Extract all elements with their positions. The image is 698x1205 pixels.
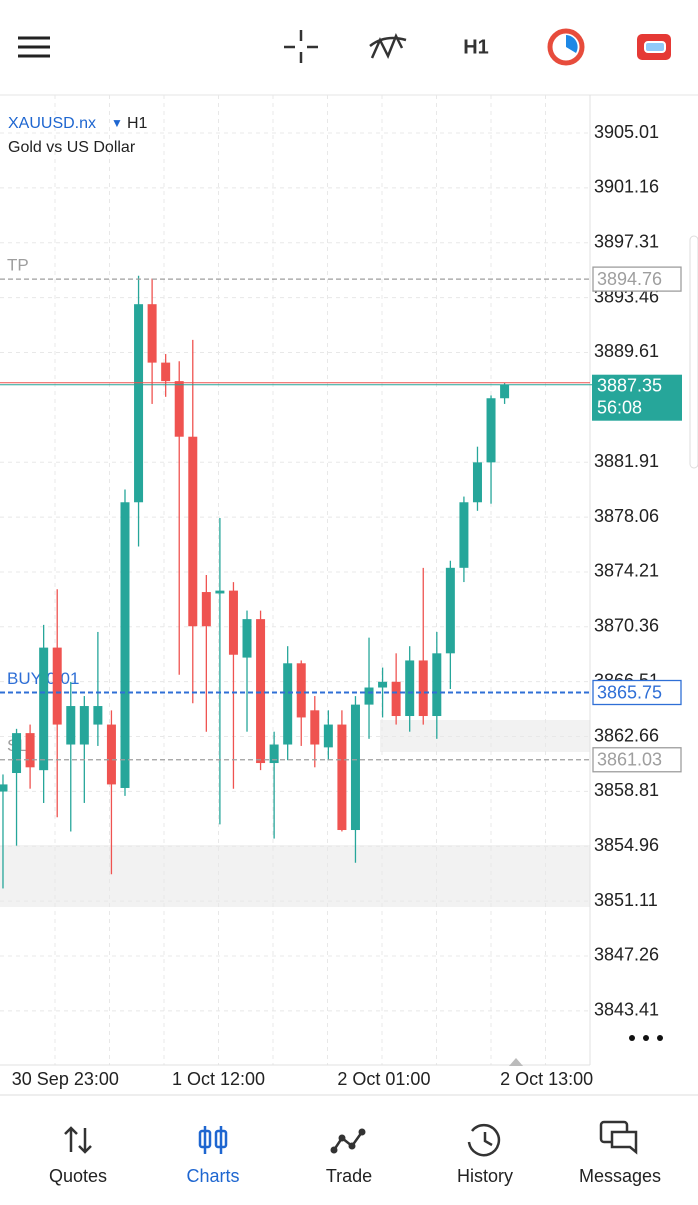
candle-body [310, 710, 320, 745]
y-tick-label: 3897.31 [594, 232, 659, 252]
candle-body [242, 619, 252, 658]
last-price-badge [592, 374, 682, 421]
bar-countdown: 56:08 [597, 397, 642, 417]
candle-body [120, 502, 130, 788]
candle-body [364, 687, 374, 705]
nav-trade[interactable]: Trade [326, 1128, 372, 1186]
scroll-marker [509, 1058, 523, 1066]
more-button[interactable] [629, 1035, 663, 1041]
y-tick-label: 3901.16 [594, 177, 659, 197]
y-tick-label: 3847.26 [594, 945, 659, 965]
candle-body [12, 733, 22, 774]
zone [0, 845, 590, 907]
x-tick-label: 2 Oct 01:00 [337, 1069, 430, 1089]
timeframe-button[interactable]: H1 [463, 36, 489, 58]
nav-label: Charts [186, 1166, 239, 1186]
last-price-value: 3887.35 [597, 375, 662, 395]
candle-body [188, 436, 198, 627]
chart[interactable]: 3905.013901.163897.313893.463889.613881.… [0, 95, 682, 1089]
x-tick-label: 30 Sep 23:00 [12, 1069, 119, 1089]
level-value: 3861.03 [597, 750, 662, 770]
candle-body [378, 681, 388, 688]
level-value: 3865.75 [597, 682, 662, 702]
indicators-button[interactable] [369, 32, 407, 60]
nav-charts[interactable]: Charts [186, 1126, 240, 1186]
candle-body [228, 590, 238, 655]
level-label: TP [7, 256, 29, 275]
candle-body [459, 502, 469, 568]
y-tick-label: 3858.81 [594, 780, 659, 800]
y-tick-label: 3874.21 [594, 561, 659, 581]
y-tick-label: 3851.11 [594, 890, 658, 910]
level-value: 3894.76 [597, 269, 662, 289]
candle-body [445, 567, 455, 654]
nav-label: Messages [579, 1166, 661, 1186]
y-tick-label: 3870.36 [594, 616, 659, 636]
nav-label: Quotes [49, 1166, 107, 1186]
trade-button[interactable] [637, 34, 671, 60]
candle-body [79, 706, 89, 745]
side-handle[interactable] [689, 235, 698, 469]
x-tick-label: 1 Oct 12:00 [172, 1069, 265, 1089]
y-tick-label: 3881.91 [594, 451, 659, 471]
zone [380, 720, 590, 752]
candle-body [93, 706, 103, 725]
candle-body [256, 619, 266, 764]
nav-quotes[interactable]: Quotes [49, 1126, 107, 1186]
candle-body [350, 704, 360, 831]
candle-body [134, 304, 144, 503]
level-badge [592, 679, 682, 706]
candle-body [418, 660, 428, 717]
candle-body [472, 462, 482, 503]
symbol: XAUUSD.nx [8, 115, 96, 132]
y-tick-label: 3854.96 [594, 835, 659, 855]
candle-body [66, 706, 76, 745]
candle-body [106, 724, 116, 785]
candle-body [39, 647, 49, 771]
candle-body [405, 660, 415, 717]
y-tick-label: 3878.06 [594, 506, 659, 526]
candle-body [486, 398, 496, 463]
nav-label: History [457, 1166, 513, 1186]
candle-body [161, 362, 171, 382]
level-badge [592, 266, 682, 292]
candle-body [500, 384, 510, 399]
nav-label: Trade [326, 1166, 372, 1186]
y-tick-label: 3889.61 [594, 341, 659, 361]
one-click-trading-button[interactable] [547, 28, 585, 66]
crosshair-button[interactable] [284, 30, 318, 63]
chart-timeframe: H1 [127, 115, 148, 132]
candle-body [201, 592, 211, 627]
menu-button[interactable] [18, 36, 50, 58]
candle-body [391, 681, 401, 717]
level-badge [592, 747, 682, 773]
symbol-description: Gold vs US Dollar [8, 139, 136, 156]
candle-body [432, 653, 442, 717]
candle-body [52, 647, 62, 725]
candle-body [25, 733, 35, 768]
nav-history[interactable]: History [457, 1123, 513, 1186]
candle-body [283, 663, 293, 745]
candle-body [269, 744, 279, 764]
candle-body [0, 784, 8, 792]
candle-body [337, 724, 347, 831]
candle-body [296, 663, 306, 718]
nav-messages[interactable]: Messages [579, 1120, 661, 1186]
candle-body [174, 381, 184, 437]
toolbar: H1 [18, 28, 671, 66]
y-tick-label: 3905.01 [594, 122, 659, 142]
bottom-navigation: Quotes Charts Trade History Messages [49, 1120, 661, 1186]
x-tick-label: 2 Oct 13:00 [500, 1069, 593, 1089]
candle-body [147, 304, 157, 363]
candle-body [215, 590, 225, 594]
y-tick-label: 3862.66 [594, 725, 659, 745]
candle-body [323, 724, 333, 748]
symbol-dropdown[interactable]: ▼ [111, 116, 123, 130]
y-tick-label: 3843.41 [594, 1000, 659, 1020]
